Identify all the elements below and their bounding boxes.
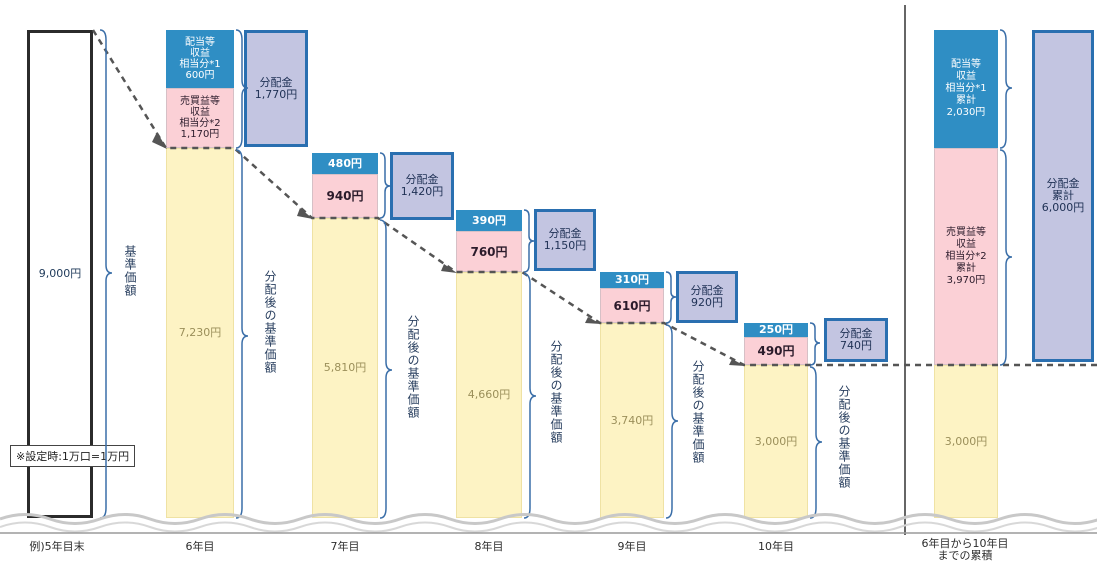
total-sale-gain: 売買益等 収益 相当分*2 累計 3,970円 (934, 148, 998, 365)
sale-gain-value-year7: 940円 (326, 189, 364, 203)
year-label-8: 8年目 (474, 540, 504, 553)
trend-arrow-3 (441, 264, 457, 273)
after-nav-label-year9: 分配後の基準価額 (691, 360, 705, 464)
sale-gain-year7: 940円 (312, 174, 378, 218)
nav-bar-year9: 3,740円 (600, 323, 664, 518)
nav-value-year7: 5,810円 (323, 361, 367, 374)
after-nav-label-year6: 分配後の基準価額 (263, 270, 277, 374)
dividend-income-value-year6: 配当等 収益 相当分*1 600円 (179, 37, 221, 81)
nav-value-year8: 4,660円 (467, 388, 511, 401)
payout-value-year7: 分配金 1,420円 (400, 173, 444, 198)
total-nav-bar: 3,000円 (934, 365, 998, 518)
axis-break-wave-2 (0, 521, 1097, 533)
bracket-year8-payout (523, 209, 535, 273)
total-nav-value: 3,000円 (944, 434, 988, 448)
dividend-income-value-year7: 480円 (328, 156, 362, 170)
after-nav-label-year7: 分配後の基準価額 (406, 315, 420, 419)
trend-arrow-4 (585, 317, 601, 324)
bracket-year8-nav (523, 273, 537, 519)
sale-gain-year9: 610円 (600, 288, 664, 323)
nav-value-year6: 7,230円 (178, 326, 222, 339)
nav-value-year10: 3,000円 (754, 434, 798, 448)
bracket-total-sale (999, 149, 1013, 366)
trend-arrow-2 (297, 208, 313, 219)
sale-gain-year10: 490円 (744, 337, 808, 365)
sale-gain-year8: 760円 (456, 231, 522, 272)
sale-gain-year6: 売買益等 収益 相当分*2 1,170円 (166, 88, 234, 148)
bracket-year9-payout (665, 271, 677, 324)
bracket-year10-nav (809, 366, 823, 519)
bracket-year6-nav (235, 149, 249, 519)
nav-value-year9: 3,740円 (610, 413, 654, 427)
year-label-10: 10年目 (758, 540, 794, 553)
payout-value-year10: 分配金 740円 (839, 327, 873, 352)
trend-arrow-5 (729, 359, 745, 366)
payout-box-year9: 分配金 920円 (676, 271, 738, 323)
dividend-income-year8: 390円 (456, 210, 522, 231)
sale-gain-value-year10: 490円 (757, 344, 795, 358)
payout-box-year6: 分配金 1,770円 (244, 30, 308, 147)
year-label-9: 9年目 (617, 540, 647, 553)
dividend-income-value-year9: 310円 (615, 273, 649, 286)
nav-bar-year10: 3,000円 (744, 365, 808, 518)
sale-gain-value-year8: 760円 (470, 244, 508, 259)
payout-value-year8: 分配金 1,150円 (543, 227, 587, 252)
payout-value-year6: 分配金 1,770円 (254, 75, 298, 101)
trend-arrow-1 (152, 132, 167, 149)
sale-gain-value-year9: 610円 (613, 298, 651, 313)
dividend-income-value-year10: 250円 (759, 323, 793, 336)
total-payout-value: 分配金 累計 6,000円 (1041, 177, 1085, 214)
nav-bar-year8: 4,660円 (456, 272, 522, 518)
year-label-total: 6年目から10年目 までの累積 (921, 537, 1009, 562)
year-label-initial: 例)5年目末 (29, 540, 85, 553)
setting-note: ※設定時:1万口=1万円 (10, 445, 136, 467)
initial-nav-value: 9,000円 (38, 267, 82, 280)
bracket-year9-nav (665, 324, 679, 519)
dividend-income-year7: 480円 (312, 153, 378, 174)
sale-gain-value-year6: 売買益等 収益 相当分*2 1,170円 (179, 96, 221, 140)
payout-box-year7: 分配金 1,420円 (390, 152, 454, 220)
bracket-total-dividend (999, 29, 1013, 149)
year-label-7: 7年目 (330, 540, 360, 553)
bracket-year10-payout (809, 322, 821, 366)
total-dividend-income: 配当等 収益 相当分*1 累計 2,030円 (934, 30, 998, 148)
nav-bar-year7: 5,810円 (312, 218, 378, 518)
dividend-income-value-year8: 390円 (472, 213, 506, 227)
initial-nav-label: 基準価額 (123, 245, 137, 297)
dividend-income-year6: 配当等 収益 相当分*1 600円 (166, 30, 234, 88)
bracket-year7-nav (379, 219, 393, 519)
after-nav-label-year8: 分配後の基準価額 (549, 340, 563, 444)
bracket-year7-payout (379, 152, 391, 219)
initial-nav-bar: 9,000円 (27, 30, 93, 518)
year-label-6: 6年目 (185, 540, 215, 553)
payout-box-year8: 分配金 1,150円 (534, 209, 596, 271)
payout-box-year10: 分配金 740円 (824, 318, 888, 362)
payout-value-year9: 分配金 920円 (690, 284, 724, 309)
axis-break-wave (0, 513, 1097, 525)
total-sale-gain-value: 売買益等 収益 相当分*2 累計 3,970円 (945, 226, 987, 286)
total-payout-box: 分配金 累計 6,000円 (1032, 30, 1094, 362)
dividend-income-year9: 310円 (600, 272, 664, 288)
nav-bar-year6: 7,230円 (166, 148, 234, 518)
dividend-income-year10: 250円 (744, 323, 808, 337)
total-dividend-income-value: 配当等 収益 相当分*1 累計 2,030円 (945, 59, 987, 118)
after-nav-label-year10: 分配後の基準価額 (837, 385, 851, 489)
